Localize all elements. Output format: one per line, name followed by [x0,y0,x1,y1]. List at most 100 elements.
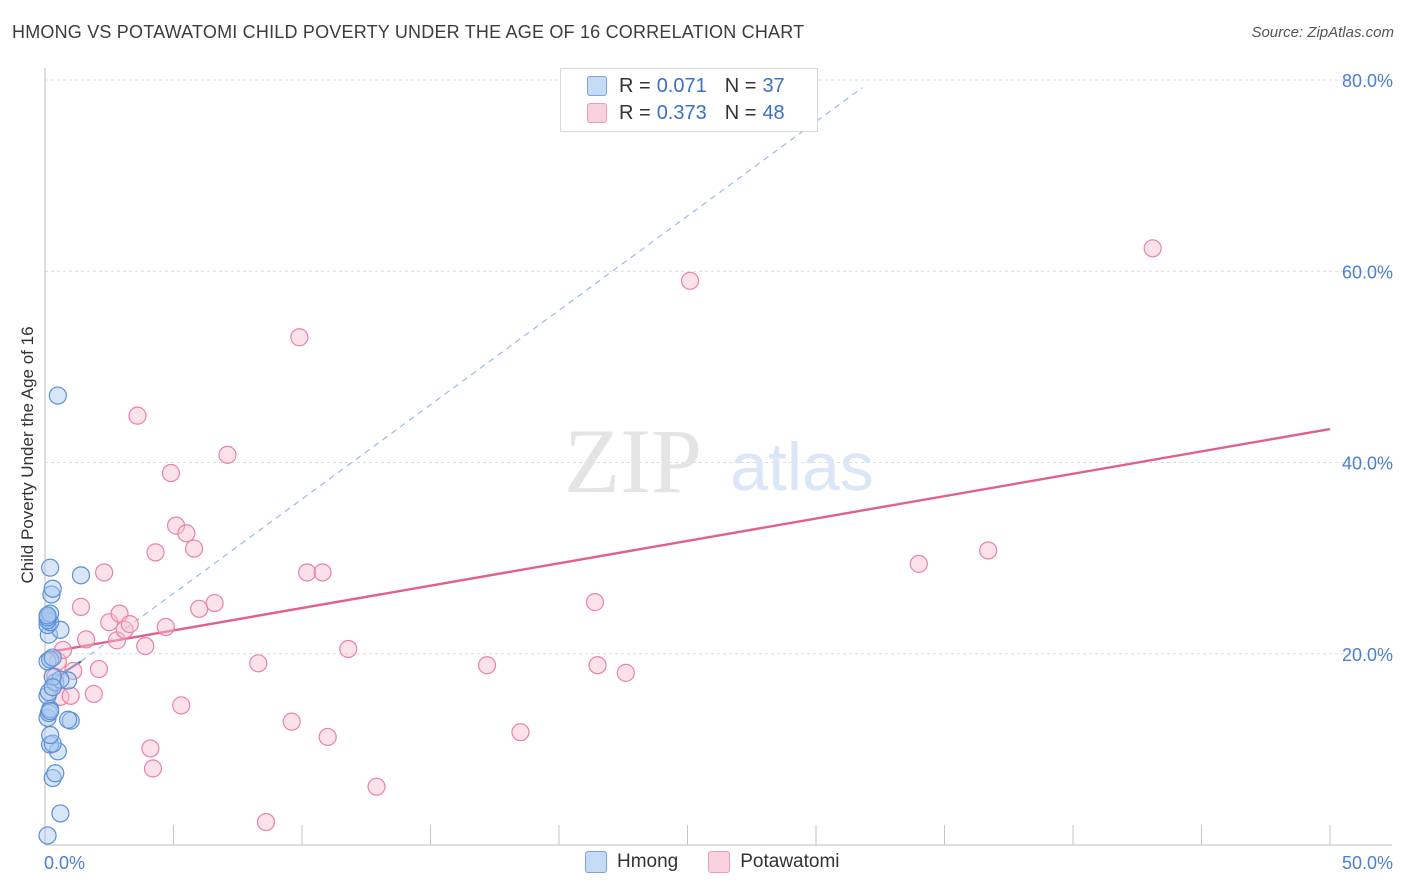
hmong-point [43,579,62,598]
series-legend-hmong: Hmong [585,851,678,873]
hmong-point [41,604,60,623]
potawatomi-r-label: R = [619,101,651,124]
hmong-point [42,585,61,604]
potawatomi-point [141,739,160,758]
series-legend-potawatomi: Potawatomi [708,851,840,873]
potawatomi-point [282,712,301,731]
hmong-trend-extended [80,87,863,662]
potawatomi-trend-line [44,427,1331,654]
hmong-r-label: R = [619,74,651,97]
hmong-point [38,606,57,625]
potawatomi-point [184,539,204,558]
y-tick-label-40: 40.0% [1342,454,1393,474]
potawatomi-point [166,516,186,535]
hmong-point [41,558,60,577]
potawatomi-point [205,593,224,613]
potawatomi-point [120,615,139,634]
series-legend: Hmong Potawatomi [585,851,870,873]
hmong-legend-swatch [585,851,607,873]
potawatomi-legend-label: Potawatomi [740,851,840,872]
hmong-point [59,710,78,729]
x-tick-label-0: 0.0% [44,853,85,873]
hmong-legend-label: Hmong [617,851,679,872]
potawatomi-point [136,636,155,656]
potawatomi-point [680,271,700,290]
potawatomi-n-label: N = [724,101,757,124]
potawatomi-point [146,543,165,562]
potawatomi-point [143,759,163,778]
potawatomi-point [218,445,237,464]
potawatomi-point [290,328,309,347]
potawatomi-r-value: 0.373 [656,101,707,124]
correlation-legend: R = 0.071 N = 37 R = 0.373 N = 48 [560,68,818,132]
potawatomi-point [177,524,196,543]
potawatomi-point [156,617,175,637]
potawatomi-point [64,661,83,681]
potawatomi-point [298,563,317,582]
potawatomi-point [979,541,998,560]
potawatomi-point [71,597,91,616]
hmong-point [41,650,60,669]
x-tick-label-50: 50.0% [1342,853,1393,873]
y-tick-label-20: 20.0% [1342,645,1393,665]
potawatomi-point [115,620,134,639]
potawatomi-swatch [587,103,607,123]
hmong-point [59,671,78,690]
legend-row-potawatomi: R = 0.373 N = 48 [587,100,785,126]
potawatomi-point [256,812,276,832]
potawatomi-point [249,654,268,673]
hmong-point [43,648,62,667]
potawatomi-point [53,640,73,660]
hmong-point [71,566,91,585]
axes [44,68,1392,846]
hmong-points [38,386,91,845]
hmong-point [51,804,70,823]
y-tick-label-80: 80.0% [1342,71,1393,91]
hmong-point [43,768,62,788]
hmong-point [38,826,57,845]
potawatomi-point [585,593,605,612]
potawatomi-point [61,686,80,705]
hmong-point [41,702,60,721]
hmong-point [38,615,57,635]
potawatomi-point [95,563,114,582]
hmong-point [41,725,60,745]
watermark-zip: ZIP [564,410,702,512]
potawatomi-point [511,723,530,742]
potawatomi-point [161,463,181,483]
trendlines [44,87,1331,686]
potawatomi-point [909,554,928,573]
potawatomi-point [367,777,386,796]
potawatomi-point [128,406,147,425]
potawatomi-legend-swatch [708,851,731,873]
y-axis-label: Child Poverty Under the Age of 16 [18,326,37,583]
hmong-point [43,678,62,697]
potawatomi-n-value: 48 [762,101,785,124]
gridlines [45,79,1392,655]
hmong-point [46,764,65,783]
source-credit: Source: ZipAtlas.com [1251,24,1394,41]
potawatomi-point [313,563,332,582]
chart-title: HMONG VS POTAWATOMI CHILD POVERTY UNDER … [12,22,805,42]
potawatomi-point [339,639,358,659]
tick-labels: 20.0% 40.0% 60.0% 80.0% 0.0% 50.0% [44,71,1393,873]
y-tick-label-60: 60.0% [1342,262,1393,282]
hmong-r-value: 0.071 [656,74,707,97]
legend-row-hmong: R = 0.071 N = 37 [587,73,785,99]
potawatomi-point [84,684,103,704]
hmong-swatch [587,76,607,96]
watermark-atlas: atlas [730,429,874,505]
potawatomi-point [1143,239,1162,258]
potawatomi-point [190,599,209,618]
hmong-n-value: 37 [762,74,785,97]
potawatomi-point [616,663,635,682]
hmong-point [48,386,67,405]
potawatomi-point [588,656,607,675]
potawatomi-point [477,656,497,675]
hmong-n-label: N = [724,74,757,97]
potawatomi-points [46,239,1162,832]
potawatomi-point [77,630,96,649]
potawatomi-point [318,727,337,747]
potawatomi-point [89,659,109,679]
